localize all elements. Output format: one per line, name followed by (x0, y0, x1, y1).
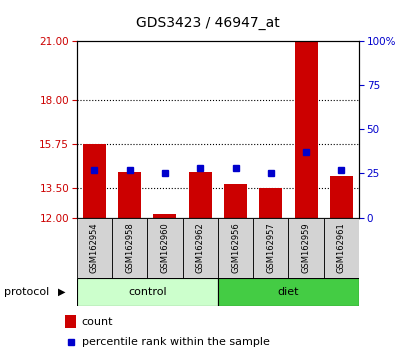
Bar (324, 218, 359, 278)
Text: GSM162958: GSM162958 (125, 222, 134, 273)
Bar (77, 278, 218, 306)
Text: GSM162960: GSM162960 (161, 222, 169, 273)
Text: diet: diet (278, 287, 299, 297)
Bar (77, 218, 112, 278)
Text: ▶: ▶ (58, 287, 66, 297)
Bar (189, 172, 212, 218)
Bar (259, 188, 282, 218)
Bar (147, 218, 183, 278)
Text: GSM162957: GSM162957 (266, 222, 275, 273)
Bar (295, 41, 317, 218)
Text: protocol: protocol (4, 287, 49, 297)
Bar (218, 218, 253, 278)
Text: GDS3423 / 46947_at: GDS3423 / 46947_at (136, 16, 279, 30)
Bar (154, 214, 176, 218)
Text: count: count (82, 316, 113, 327)
Text: GSM162959: GSM162959 (302, 222, 310, 273)
Bar (224, 184, 247, 218)
Bar (118, 172, 141, 218)
Text: GSM162956: GSM162956 (231, 222, 240, 273)
Bar (83, 144, 106, 218)
Bar (253, 218, 288, 278)
Text: percentile rank within the sample: percentile rank within the sample (82, 337, 270, 347)
Bar (65, 315, 76, 328)
Text: control: control (128, 287, 167, 297)
Bar (112, 218, 147, 278)
Bar (288, 218, 324, 278)
Bar (330, 176, 353, 218)
Text: GSM162961: GSM162961 (337, 222, 346, 273)
Text: GSM162962: GSM162962 (196, 222, 205, 273)
Bar (183, 218, 218, 278)
Text: GSM162954: GSM162954 (90, 222, 99, 273)
Bar (218, 278, 359, 306)
